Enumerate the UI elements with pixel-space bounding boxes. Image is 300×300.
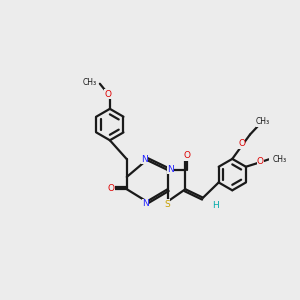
- Text: CH₃: CH₃: [256, 117, 270, 126]
- Text: O: O: [107, 184, 114, 193]
- Text: O: O: [238, 139, 245, 148]
- Text: O: O: [184, 152, 191, 160]
- Text: CH₃: CH₃: [82, 78, 96, 87]
- Text: CH₃: CH₃: [273, 155, 287, 164]
- Text: O: O: [257, 158, 264, 166]
- Text: S: S: [164, 200, 170, 209]
- Text: N: N: [141, 155, 148, 164]
- Text: H: H: [212, 200, 219, 209]
- Text: N: N: [167, 165, 174, 174]
- Text: O: O: [104, 90, 111, 99]
- Text: N: N: [142, 200, 149, 208]
